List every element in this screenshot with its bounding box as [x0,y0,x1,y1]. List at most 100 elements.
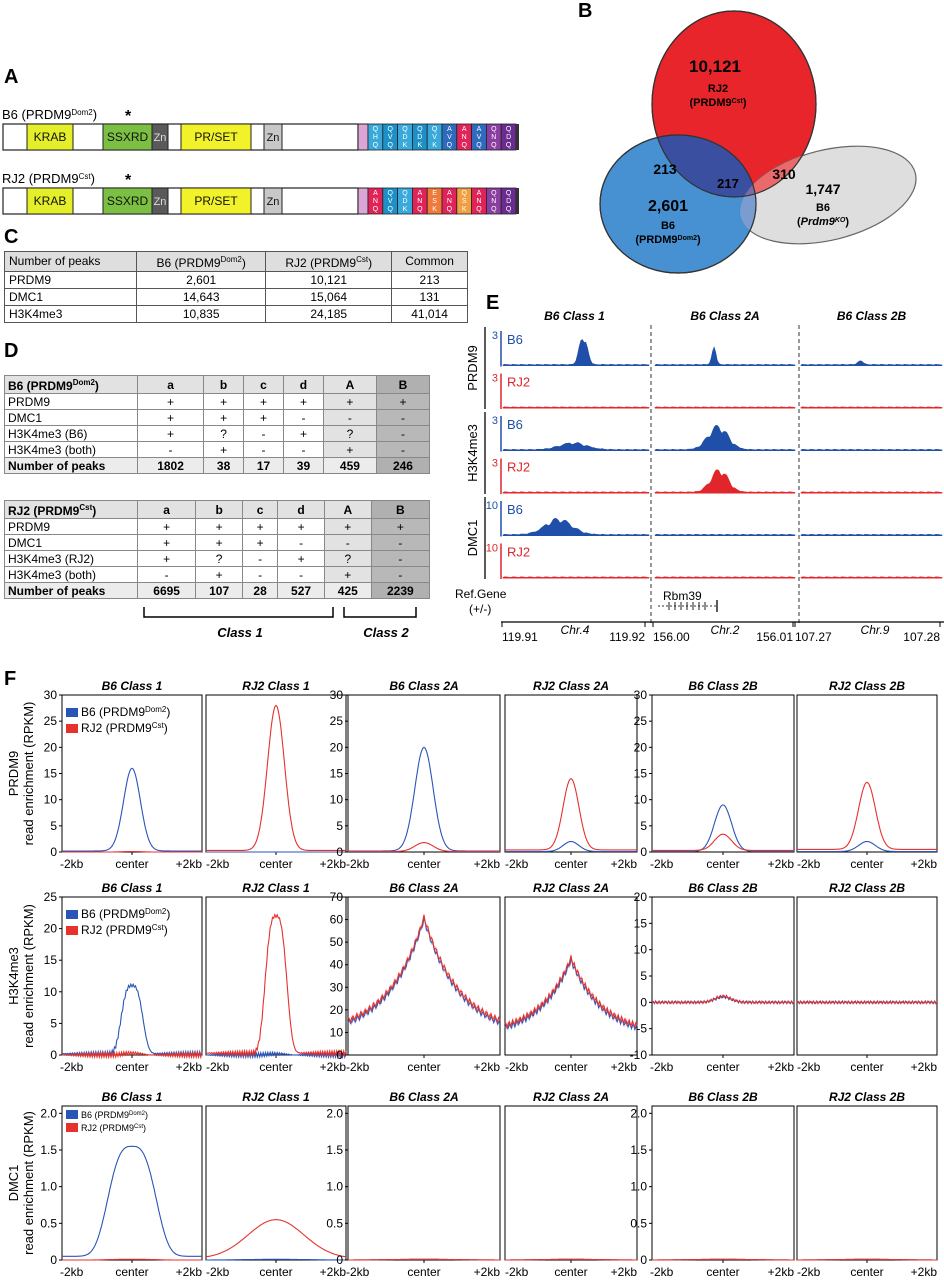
domain-box [102,187,153,215]
zinc-finger-residue: K [417,142,422,149]
table-cell: - [322,409,377,426]
table-cell: H3K4me3 (RJ2) [4,550,138,567]
domain-label: SSXRD [107,130,149,144]
subplot-frame [347,1105,501,1261]
table-header: c [241,500,279,519]
mark-label: PRDM9 [465,345,480,391]
table-cell: + [323,518,372,535]
table-cell: - [323,534,372,551]
zinc-finger-residue: K [403,206,408,213]
x-tick-label: center [554,857,587,871]
table-cell: - [282,409,324,426]
table-cell: + [136,425,205,442]
table-header: b [195,500,243,519]
profile-line [61,1049,203,1060]
genome-browser-tracks: B6 Class 1 B6 Class 2A B6 Class 2B PRDM9 H3K… [455,309,944,644]
track-strain: B6 [507,502,523,517]
table-header: RJ2 (PRDM9Cst) [265,251,393,272]
y-tick-label: 5 [50,1016,57,1030]
refgene-sub: (+/-) [469,602,491,616]
zinc-finger-residue: Q [491,190,497,197]
profile-line [652,1258,794,1261]
profile-line [348,842,500,853]
table-cell: - [243,441,284,458]
venn-diagram: 10,121 RJ2 (PRDM9Cst) 213 217 310 2,601 … [599,10,917,274]
subplot-title: B6 Class 2B [688,881,758,895]
table-header: Number of peaks [4,251,137,272]
domain-box [180,187,252,215]
table-header: c [243,375,284,394]
y-tick-label: 0 [50,1048,57,1062]
subplot-frame [651,694,795,853]
subplot-frame [347,896,501,1056]
table-cell: - [370,550,431,567]
table-cell: ? [203,425,245,442]
x-tick-label: center [850,857,883,871]
venn-ko-name: B6 [816,202,830,214]
table-cell: - [375,409,431,426]
x-tick-label: -2kb [60,1265,84,1279]
y-tick-label: 0.5 [326,1216,343,1230]
y-tick-label: 0.5 [40,1216,57,1230]
table-cell: - [370,566,431,583]
profile-line [347,914,501,1024]
domain-box [180,123,252,151]
profile-line [797,781,937,850]
table-cell: + [136,518,197,535]
domain-box [102,123,153,151]
table-cell: 10,835 [135,305,267,323]
profile-line [62,1258,202,1261]
x-tick-label: +2kb [611,857,638,871]
subplot-title: B6 Class 2B [688,1090,758,1104]
zinc-finger-residue: D [506,134,511,141]
zf-start [357,187,369,215]
x-tick-label: +2kb [911,857,938,871]
x-tick-label: center [706,1060,739,1074]
profile-line [651,994,795,1005]
axis-label: 119.92 [609,630,645,644]
domain-label: PR/SET [194,130,238,144]
table-cell: + [195,518,243,535]
y-tick-label: 30 [330,688,344,702]
table-cell: 425 [323,582,372,599]
venn-rj2-name: RJ2 [708,83,728,95]
x-tick-label: -2kb [505,857,529,871]
table-cell: H3K4me3 [4,305,137,323]
zinc-finger-residue: S [462,198,467,205]
subplot-frame [61,1105,203,1261]
track-scale: 10 [486,543,498,555]
table-cell: DMC1 [4,288,137,306]
x-tick-label: center [259,1265,292,1279]
y-tick-label: 50 [330,935,344,949]
zinc-finger-residue: N [491,134,496,141]
signal-track [654,346,796,366]
table-cell: 24,185 [265,305,393,323]
y-tick-label: 30 [634,688,648,702]
domain-box [151,187,169,215]
subplot-frame [651,896,795,1056]
x-tick-label: -2kb [505,1060,529,1074]
table-cell: - [241,550,279,567]
venn-b6-allele: (PRDM9Dom2) [635,234,701,246]
profile-line [652,804,794,853]
zf-start [357,123,369,151]
subplot-title: B6 Class 2A [389,679,458,693]
table-cell: + [203,409,245,426]
table-cell: + [323,566,372,583]
x-tick-label: center [115,1265,148,1279]
x-tick-label: -2kb [797,1060,821,1074]
table-row: H3K4me3 10,835 24,185 41,014 [4,305,468,323]
table-header: b [203,375,245,394]
table-header: A [322,375,377,394]
table-cell: + [375,393,431,410]
zinc-finger-residue: N [491,198,496,205]
table-row: PRDM9 + + + + + + [4,393,431,410]
profile-line [652,833,794,851]
domain-box [151,123,169,151]
zinc-finger-residue: K [403,142,408,149]
x-tick-label: +2kb [611,1265,638,1279]
table-cell: + [136,534,197,551]
zinc-finger-residue: A [373,190,378,197]
x-tick-label: center [407,857,440,871]
profile-line [505,840,637,853]
